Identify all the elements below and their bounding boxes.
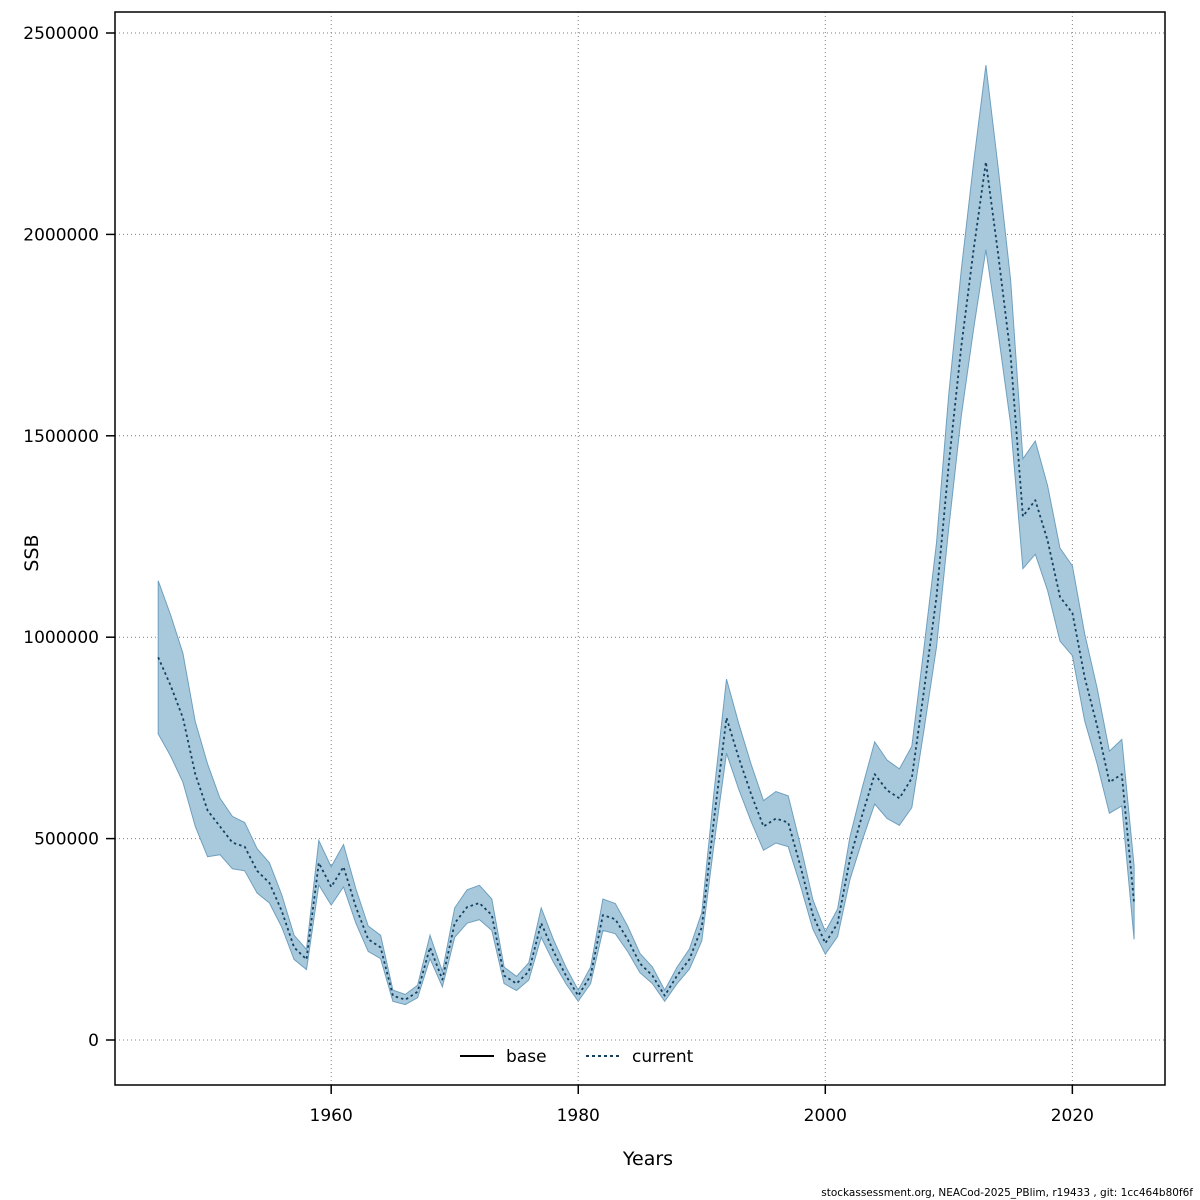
x-tick-label: 2000 bbox=[804, 1106, 847, 1126]
y-tick-label: 1000000 bbox=[23, 628, 99, 648]
y-tick-label: 2000000 bbox=[23, 225, 99, 245]
footer-text: stockassessment.org, NEACod-2025_PBlim, … bbox=[821, 1187, 1193, 1199]
y-tick-label: 500000 bbox=[34, 830, 99, 850]
confidence-band bbox=[157, 65, 1135, 1006]
x-tick-label: 1980 bbox=[557, 1106, 600, 1126]
series-layer bbox=[157, 161, 1135, 1001]
axis-layer: 0 500000 1000000 1500000 2000000 2500000 1960 1… bbox=[23, 11, 1166, 1126]
x-axis-label: Years bbox=[622, 1148, 673, 1170]
grid-layer bbox=[115, 12, 1165, 1085]
y-tick-label: 2500000 bbox=[23, 24, 99, 44]
band-layer bbox=[157, 65, 1135, 1006]
y-tick-label: 1500000 bbox=[23, 427, 99, 447]
legend-base-label: base bbox=[506, 1047, 547, 1067]
x-tick-label: 1960 bbox=[310, 1106, 353, 1126]
plot-frame bbox=[114, 11, 1166, 1086]
legend-current-label: current bbox=[632, 1047, 694, 1067]
x-tick-label: 2020 bbox=[1051, 1106, 1094, 1126]
y-axis-label: SSB bbox=[21, 534, 43, 571]
y-tick-label: 0 bbox=[88, 1031, 99, 1051]
legend: base current bbox=[460, 1047, 694, 1067]
current-line bbox=[157, 161, 1135, 1001]
